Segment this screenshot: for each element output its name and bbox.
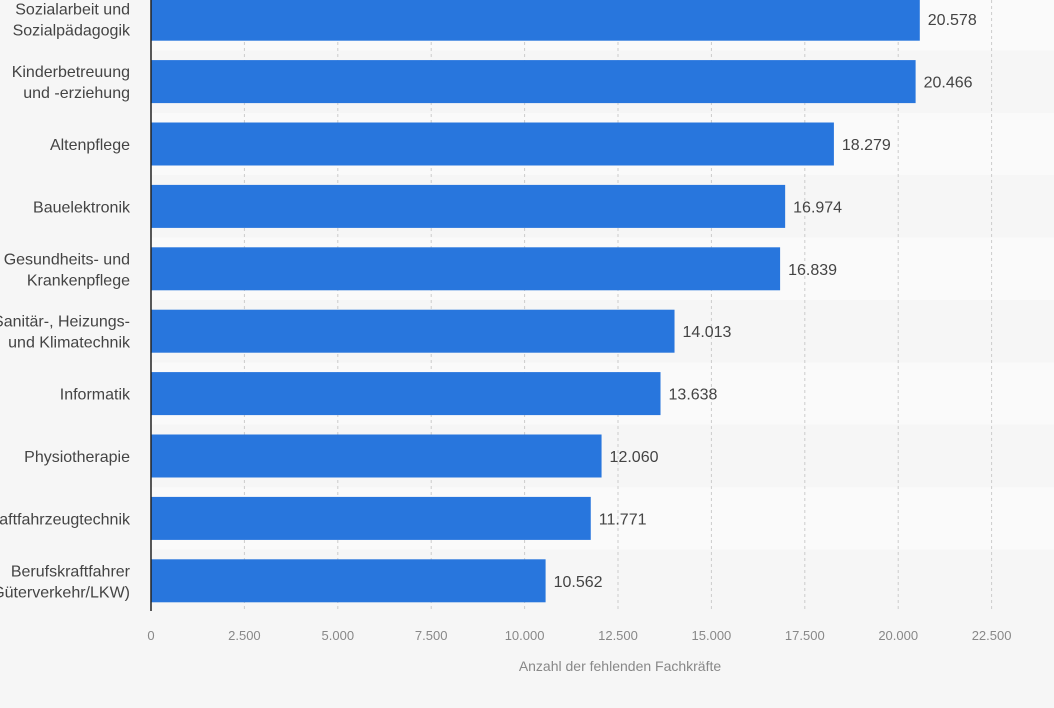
value-label: 14.013 <box>683 324 732 341</box>
x-tick-label: 20.000 <box>878 628 918 643</box>
x-tick-label: 10.000 <box>505 628 545 643</box>
x-tick-label: 22.500 <box>972 628 1012 643</box>
category-label-line: Bauelektronik <box>33 199 131 216</box>
bar <box>151 309 675 353</box>
bar <box>151 184 786 228</box>
value-labels: 20.578 20.466 18.279 16.974 16.839 14.013 13.6… <box>554 12 977 591</box>
bar <box>151 60 916 104</box>
category-label-line: Gesundheits- und <box>4 251 130 268</box>
category-label-line: Kraftfahrzeugtechnik <box>0 511 131 528</box>
category-label: Bauelektronik <box>33 199 131 216</box>
category-label: Altenpflege <box>50 137 130 154</box>
x-tick-label: 7.500 <box>415 628 448 643</box>
category-labels: Sozialarbeit und Sozialpädagogik Kinderbet… <box>0 2 131 602</box>
bar <box>151 0 920 41</box>
value-label: 10.562 <box>554 574 603 591</box>
category-label: Kraftfahrzeugtechnik <box>0 511 131 528</box>
category-label: Berufskraftfahrer (Güterverkehr/LKW) <box>0 563 131 601</box>
category-label-line: Sozialarbeit und <box>15 2 130 19</box>
value-label: 16.839 <box>788 262 837 279</box>
x-tick-labels: 0 2.500 5.000 7.500 10.000 12.500 15.000 17.500… <box>147 628 1012 643</box>
bar <box>151 559 546 603</box>
category-label-line: und -erziehung <box>23 85 130 102</box>
category-label-line: Kinderbetreuung <box>12 64 130 81</box>
x-tick-label: 15.000 <box>692 628 732 643</box>
bar <box>151 122 834 166</box>
category-label: Gesundheits- und Krankenpflege <box>4 251 130 289</box>
value-label: 16.974 <box>793 199 842 216</box>
category-label: Sozialarbeit und Sozialpädagogik <box>13 2 131 40</box>
value-label: 20.578 <box>928 12 977 29</box>
bar <box>151 372 661 416</box>
category-label-line: Informatik <box>60 387 131 404</box>
category-label: Kinderbetreuung und -erziehung <box>12 64 130 102</box>
value-label: 11.771 <box>599 511 647 528</box>
x-tick-label: 17.500 <box>785 628 825 643</box>
bar <box>151 434 602 478</box>
bar <box>151 247 781 291</box>
x-tick-label: 2.500 <box>228 628 261 643</box>
bars-group <box>151 0 920 603</box>
category-label-line: (Güterverkehr/LKW) <box>0 584 130 601</box>
bar <box>151 496 591 540</box>
x-tick-label: 12.500 <box>598 628 638 643</box>
category-label: Informatik <box>60 387 131 404</box>
category-label-line: Krankenpflege <box>27 272 130 289</box>
category-label-line: Physiotherapie <box>24 449 130 466</box>
category-label-line: Altenpflege <box>50 137 130 154</box>
value-label: 13.638 <box>669 387 718 404</box>
category-label-line: Berufskraftfahrer <box>11 563 131 580</box>
x-axis-label: Anzahl der fehlenden Fachkräfte <box>519 658 722 674</box>
value-label: 20.466 <box>924 75 973 92</box>
category-label: Sanitär-, Heizungs-und Klimatechnik <box>0 314 131 352</box>
x-tick-label: 0 <box>147 628 154 643</box>
x-tick-label: 5.000 <box>322 628 355 643</box>
category-label-line: und Klimatechnik <box>8 335 131 352</box>
value-label: 18.279 <box>842 137 891 154</box>
category-label-line: Sozialpädagogik <box>13 23 131 40</box>
value-label: 12.060 <box>610 449 659 466</box>
category-label: Physiotherapie <box>24 449 130 466</box>
category-label-line: Sanitär-, Heizungs- <box>0 314 130 331</box>
